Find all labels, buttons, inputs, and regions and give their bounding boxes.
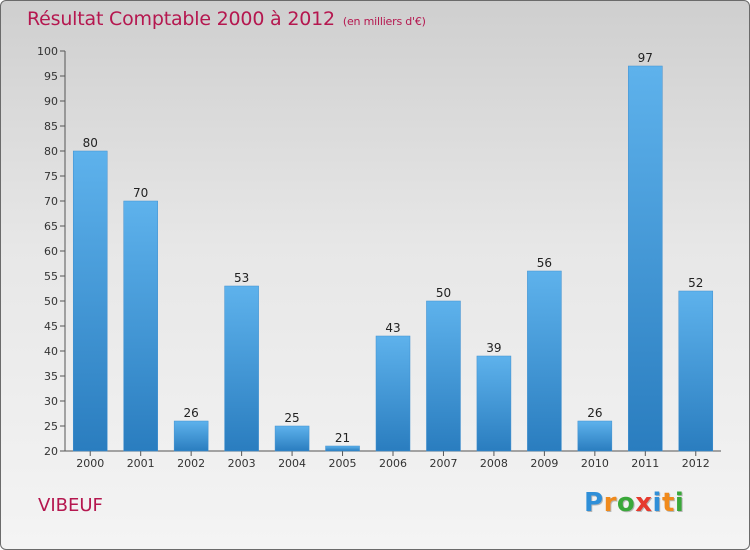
y-tick-label: 35 bbox=[44, 370, 58, 383]
y-tick-label: 85 bbox=[44, 120, 58, 133]
bar bbox=[72, 150, 108, 452]
brand-logo: Proxiti bbox=[584, 488, 684, 518]
brand-letter: o bbox=[616, 488, 636, 518]
brand-letter: x bbox=[635, 488, 653, 518]
y-tick-label: 60 bbox=[44, 245, 58, 258]
bar-value-label: 26 bbox=[587, 406, 602, 420]
brand-letter: i bbox=[652, 488, 662, 518]
bar bbox=[577, 420, 613, 452]
y-tick-label: 20 bbox=[44, 445, 58, 458]
y-tick-label: 95 bbox=[44, 70, 58, 83]
bar bbox=[527, 270, 562, 452]
bar bbox=[426, 300, 461, 452]
bar-value-label: 39 bbox=[486, 341, 501, 355]
y-tick-label: 75 bbox=[44, 170, 58, 183]
y-tick-label: 40 bbox=[44, 345, 58, 358]
x-tick-label: 2000 bbox=[76, 457, 104, 470]
y-tick-label: 90 bbox=[44, 95, 58, 108]
y-tick-label: 50 bbox=[44, 295, 58, 308]
bar-value-label: 56 bbox=[537, 256, 552, 270]
chart-subtitle: (en milliers d'€) bbox=[342, 15, 426, 28]
brand-letter: t bbox=[661, 488, 675, 518]
bar bbox=[173, 420, 209, 452]
bar-value-label: 50 bbox=[436, 286, 451, 300]
bar-value-label: 80 bbox=[83, 136, 98, 150]
x-tick-label: 2012 bbox=[682, 457, 710, 470]
bar bbox=[476, 355, 512, 452]
x-tick-label: 2008 bbox=[480, 457, 508, 470]
x-tick-label: 2004 bbox=[278, 457, 306, 470]
x-tick-label: 2002 bbox=[177, 457, 205, 470]
y-tick-label: 65 bbox=[44, 220, 58, 233]
bar bbox=[375, 335, 411, 452]
x-tick-label: 2006 bbox=[379, 457, 407, 470]
y-tick-label: 100 bbox=[37, 45, 58, 58]
bar-value-label: 97 bbox=[638, 51, 653, 65]
brand-letter: i bbox=[674, 488, 685, 518]
x-tick-label: 2010 bbox=[581, 457, 609, 470]
chart-title: Résultat Comptable 2000 à 2012 (en millie… bbox=[27, 8, 426, 30]
bar-value-label: 21 bbox=[335, 431, 350, 445]
bar-value-label: 25 bbox=[284, 411, 299, 425]
x-tick-label: 2009 bbox=[530, 457, 558, 470]
y-tick-label: 25 bbox=[44, 420, 58, 433]
bar-value-label: 70 bbox=[133, 186, 148, 200]
commune-label: VIBEUF bbox=[38, 495, 103, 516]
x-tick-label: 2005 bbox=[329, 457, 357, 470]
bar bbox=[224, 285, 259, 452]
bars: 80 70 26 53 25 21 43 50 39 56 26 97 52 bbox=[72, 51, 714, 452]
bar bbox=[274, 425, 310, 452]
bar-value-label: 43 bbox=[385, 321, 400, 335]
y-tick-label: 30 bbox=[44, 395, 58, 408]
y-tick-label: 80 bbox=[44, 145, 58, 158]
bar-value-label: 53 bbox=[234, 271, 249, 285]
y-tick-label: 45 bbox=[44, 320, 58, 333]
y-tick-label: 70 bbox=[44, 195, 58, 208]
brand-letter: P bbox=[584, 488, 604, 518]
bar bbox=[123, 200, 158, 452]
chart-title-text: Résultat Comptable 2000 à 2012 bbox=[27, 8, 335, 30]
y-tick-label: 55 bbox=[44, 270, 58, 283]
x-tick-label: 2011 bbox=[631, 457, 659, 470]
x-tick-label: 2003 bbox=[228, 457, 256, 470]
brand-letter: r bbox=[603, 488, 617, 518]
bar-value-label: 26 bbox=[184, 406, 199, 420]
bar bbox=[325, 445, 360, 452]
bar bbox=[628, 65, 663, 452]
bar bbox=[678, 290, 714, 452]
bar-value-label: 52 bbox=[688, 276, 703, 290]
x-tick-label: 2001 bbox=[127, 457, 155, 470]
x-tick-label: 2007 bbox=[429, 457, 457, 470]
